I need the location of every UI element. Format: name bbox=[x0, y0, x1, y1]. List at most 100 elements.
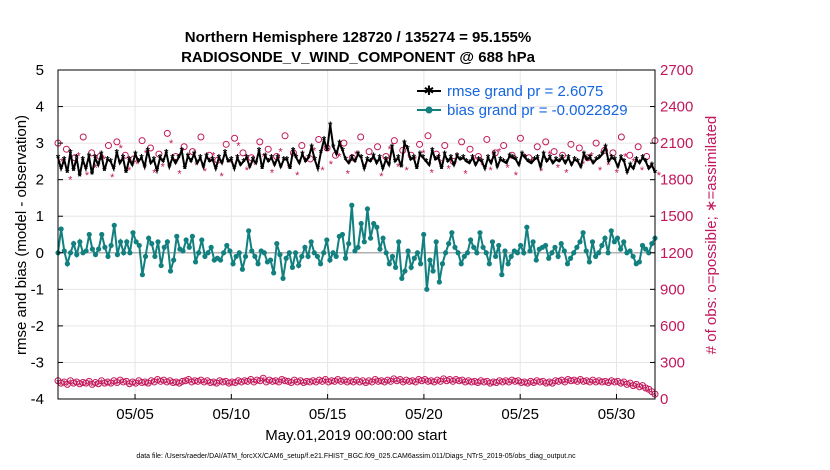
rmse-point: * bbox=[563, 158, 568, 170]
rmse-point: * bbox=[640, 153, 645, 165]
bias-point bbox=[646, 250, 652, 256]
obs-assimilated-point: * bbox=[202, 379, 206, 390]
bias-point bbox=[111, 222, 117, 228]
bias-point bbox=[446, 241, 452, 247]
bias-point bbox=[67, 250, 74, 256]
obs-assimilated-top-point: * bbox=[85, 170, 90, 182]
bias-point bbox=[171, 257, 177, 263]
obs-assimilated-point: * bbox=[109, 380, 113, 391]
bias-point bbox=[117, 239, 124, 245]
obs-assimilated-point: * bbox=[327, 379, 331, 390]
obs-assimilated-point: * bbox=[87, 379, 91, 390]
obs-possible-top-point bbox=[390, 137, 398, 145]
obs-assimilated-top-point: * bbox=[320, 165, 325, 177]
bias-point bbox=[630, 253, 636, 260]
rmse-point: * bbox=[526, 156, 531, 168]
obs-possible-top-point bbox=[138, 137, 146, 145]
rmse-point: * bbox=[542, 149, 547, 161]
obs-assimilated-top-point: * bbox=[606, 160, 611, 172]
bias-point bbox=[186, 244, 192, 250]
bias-point bbox=[586, 259, 592, 265]
obs-assimilated-top-point: * bbox=[169, 138, 174, 150]
obs-assimilated-point: * bbox=[311, 378, 315, 389]
obs-assimilated-point: * bbox=[575, 379, 579, 390]
obs-assimilated-point: * bbox=[314, 379, 318, 390]
rmse-point: * bbox=[350, 153, 355, 165]
obs-assimilated-point: * bbox=[333, 379, 337, 390]
obs-assimilated-top-point: * bbox=[564, 167, 569, 179]
rmse-point: * bbox=[647, 164, 652, 176]
rmse-point: * bbox=[294, 153, 299, 165]
obs-assimilated-point: * bbox=[286, 379, 290, 390]
rmse-point: * bbox=[214, 164, 219, 176]
bias-point bbox=[255, 261, 261, 267]
rmse-point: * bbox=[170, 153, 175, 165]
bias-point bbox=[261, 250, 267, 256]
rmse-point: * bbox=[520, 149, 525, 161]
obs-assimilated-point: * bbox=[432, 379, 436, 390]
obs-assimilated-top-point: * bbox=[211, 150, 216, 162]
rmse-point: * bbox=[588, 153, 593, 165]
rmse-point: * bbox=[560, 153, 565, 165]
rmse-point: * bbox=[173, 158, 178, 170]
rmse-point: * bbox=[644, 156, 649, 168]
rmse-point: * bbox=[634, 155, 639, 167]
obs-assimilated-point: * bbox=[389, 379, 393, 390]
obs-assimilated-top-point: * bbox=[505, 162, 510, 174]
rmse-point: * bbox=[220, 158, 225, 170]
bias-point bbox=[364, 206, 371, 212]
bias-point bbox=[292, 250, 299, 256]
obs-assimilated-point: * bbox=[68, 378, 72, 389]
obs-assimilated-point: * bbox=[563, 379, 567, 390]
rmse-point: * bbox=[204, 151, 209, 163]
bias-point bbox=[508, 253, 514, 260]
obs-assimilated-top-point: * bbox=[539, 166, 544, 178]
bias-point bbox=[152, 253, 158, 260]
bias-point bbox=[499, 272, 505, 278]
obs-assimilated-point: * bbox=[59, 380, 63, 391]
obs-assimilated-point: * bbox=[339, 379, 343, 390]
rmse-point: * bbox=[365, 155, 370, 167]
obs-assimilated-point: * bbox=[345, 379, 349, 390]
obs-assimilated-top-point: * bbox=[236, 141, 241, 153]
obs-assimilated-top-point: * bbox=[388, 144, 393, 156]
y-tick-label-right: 900 bbox=[660, 281, 685, 298]
rmse-point: * bbox=[483, 164, 488, 176]
obs-possible-top-point bbox=[365, 148, 373, 156]
rmse-point: * bbox=[316, 164, 321, 176]
rmse-point: * bbox=[650, 160, 655, 172]
rmse-point: * bbox=[155, 166, 160, 178]
rmse-point: * bbox=[300, 149, 305, 161]
bias-point bbox=[352, 248, 358, 254]
obs-possible-top-point bbox=[62, 145, 70, 153]
obs-assimilated-point: * bbox=[383, 379, 387, 390]
bias-point bbox=[480, 244, 486, 250]
obs-assimilated-point: * bbox=[65, 382, 69, 393]
obs-assimilated-point: * bbox=[600, 379, 604, 390]
obs-possible-top-point bbox=[104, 142, 112, 150]
obs-assimilated-point: * bbox=[128, 381, 132, 392]
obs-assimilated-point: * bbox=[246, 379, 250, 390]
obs-assimilated-top-point: * bbox=[194, 160, 199, 172]
bias-point bbox=[280, 275, 286, 281]
rmse-point: * bbox=[90, 169, 95, 181]
obs-assimilated-point: * bbox=[479, 378, 483, 389]
rmse-point: * bbox=[427, 160, 432, 172]
bias-point bbox=[86, 231, 92, 238]
rmse-point: * bbox=[517, 160, 522, 172]
obs-assimilated-point: * bbox=[317, 377, 321, 388]
obs-assimilated-point: * bbox=[143, 379, 147, 390]
obs-assimilated-point: * bbox=[134, 380, 138, 391]
obs-assimilated-point: * bbox=[62, 379, 66, 390]
rmse-point: * bbox=[313, 155, 318, 167]
bias-point bbox=[621, 239, 627, 245]
rmse-point: * bbox=[582, 149, 587, 161]
bias-point bbox=[164, 239, 170, 245]
y-tick-label-right: 1800 bbox=[660, 172, 693, 189]
obs-possible-top-point bbox=[609, 149, 617, 157]
rmse-point: * bbox=[133, 149, 138, 161]
obs-assimilated-point: * bbox=[594, 379, 598, 390]
bias-point bbox=[492, 253, 499, 260]
obs-assimilated-point: * bbox=[190, 379, 194, 390]
rmse-point: * bbox=[115, 147, 120, 159]
